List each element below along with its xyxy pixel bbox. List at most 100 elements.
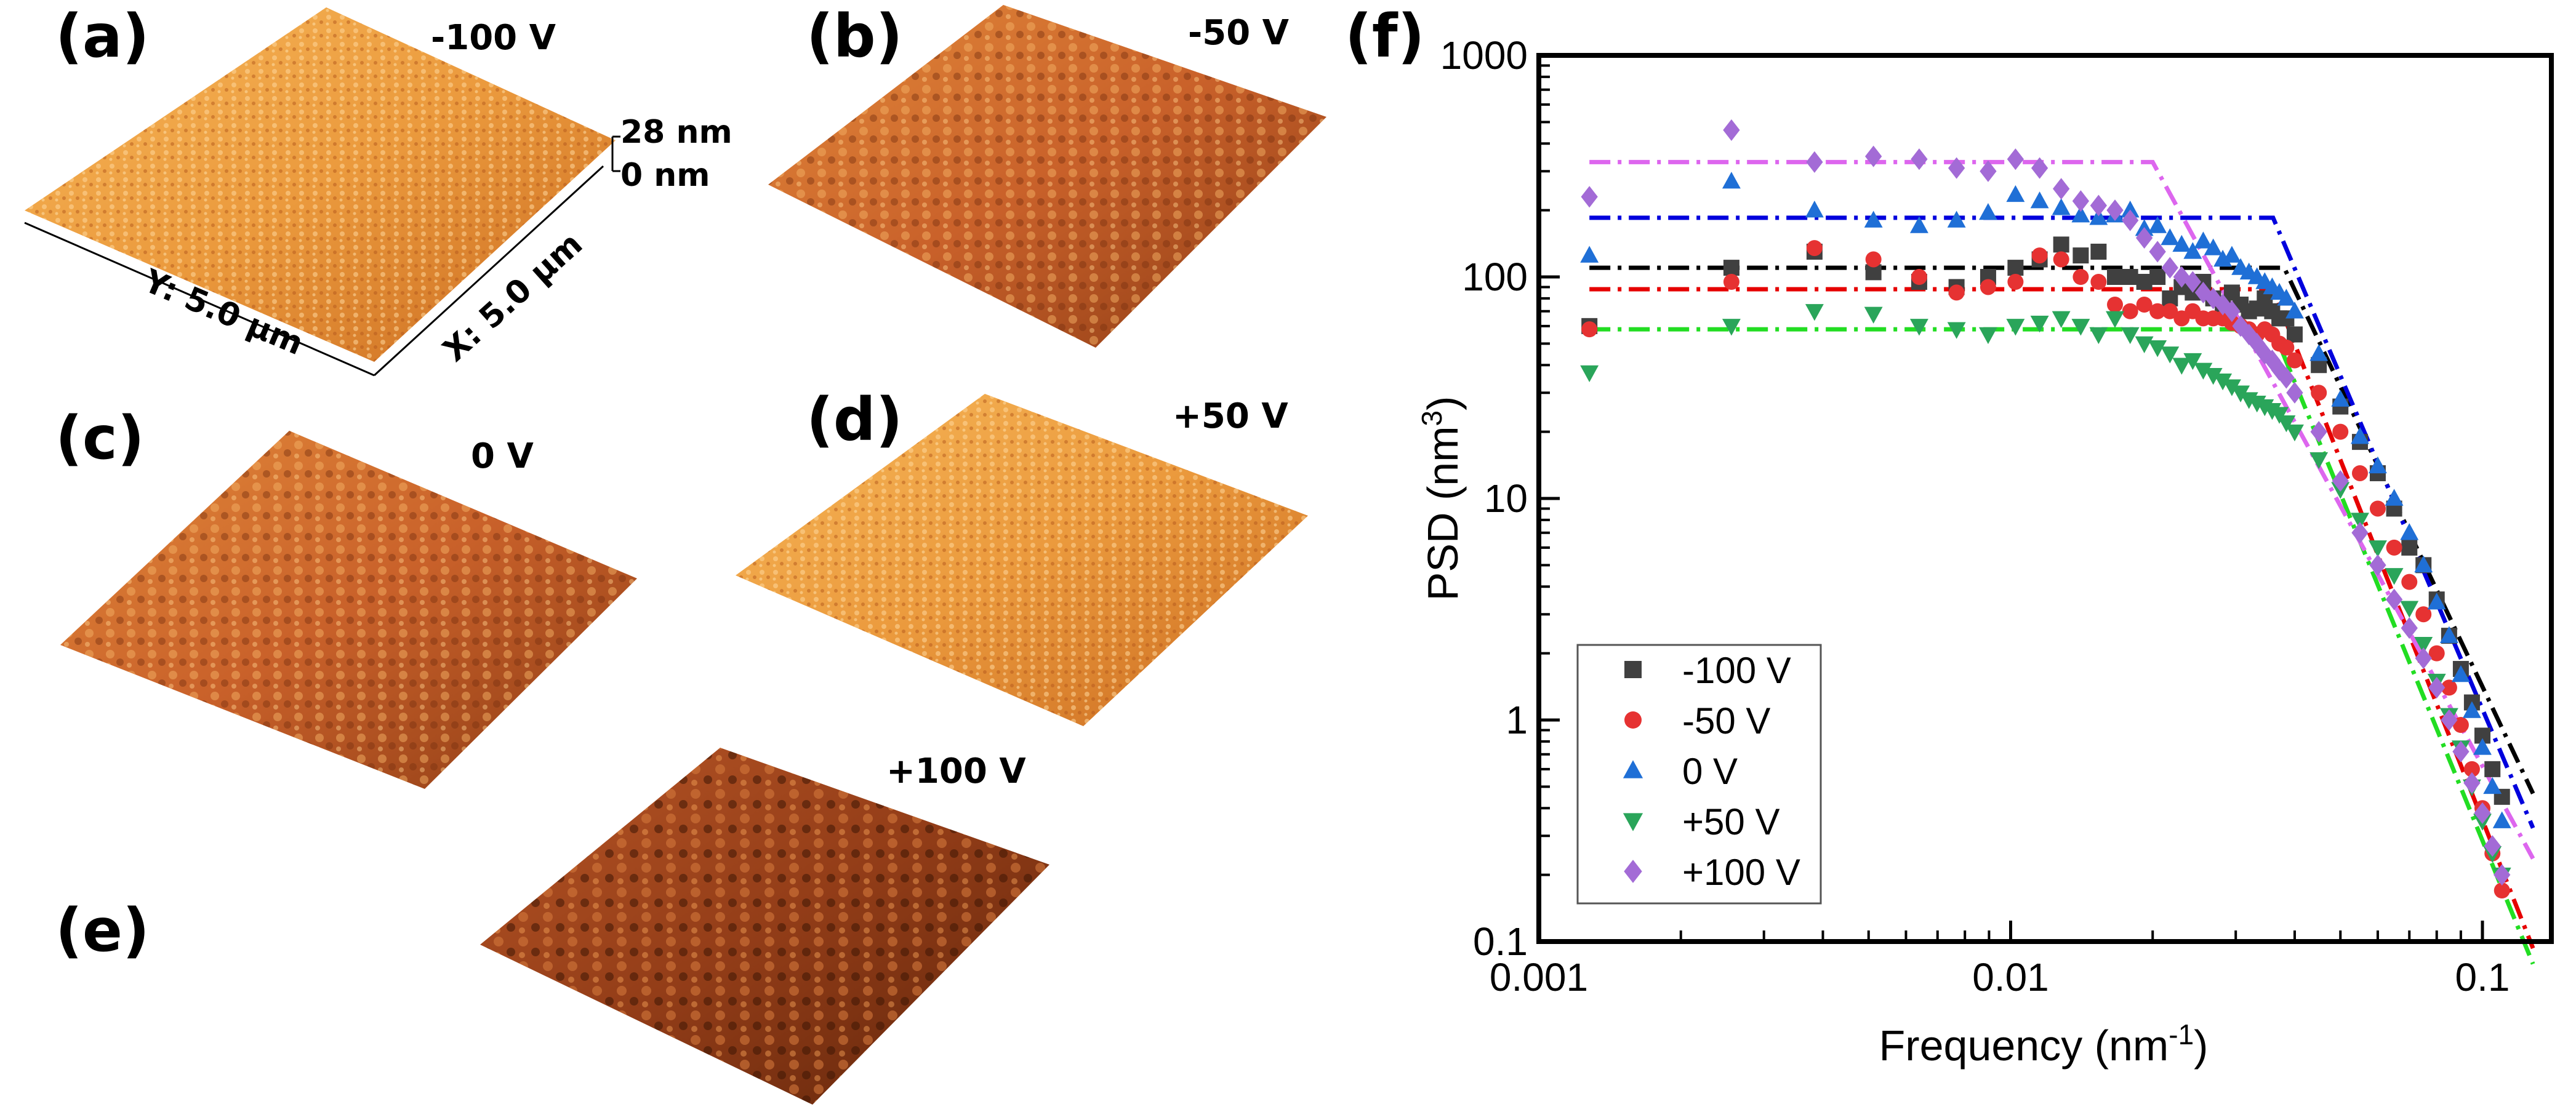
data-point bbox=[1806, 151, 1823, 173]
data-point bbox=[2161, 346, 2180, 364]
afm-texture-e bbox=[480, 748, 1049, 1105]
bias-label-a: -100 V bbox=[431, 18, 556, 58]
data-point bbox=[1978, 202, 1997, 220]
data-point bbox=[2439, 626, 2458, 643]
y-axis-line bbox=[24, 222, 375, 377]
data-point bbox=[1864, 210, 1883, 228]
data-point bbox=[2194, 281, 2212, 303]
data-point bbox=[2484, 761, 2501, 777]
psd-chart: (f) 0.001 0.01 0.1 0.1 1 10 100 1000 Frequency … bbox=[1345, 2, 2554, 1070]
panel-label-e: (e) bbox=[55, 896, 150, 965]
afm-panel-b: (b) -50 V bbox=[768, 2, 1326, 348]
data-point bbox=[1911, 269, 1927, 285]
data-point bbox=[2428, 676, 2446, 698]
legend-marker bbox=[1624, 860, 1642, 883]
data-point bbox=[2121, 201, 2140, 218]
data-point bbox=[1723, 119, 1740, 141]
data-point bbox=[2106, 311, 2124, 328]
data-point bbox=[2222, 379, 2241, 396]
afm-texture-d bbox=[736, 394, 1308, 726]
data-point bbox=[2121, 327, 2140, 345]
legend-label: +100 V bbox=[1682, 852, 1800, 893]
data-point bbox=[2222, 246, 2241, 263]
data-point bbox=[2122, 269, 2138, 285]
data-point bbox=[2400, 601, 2419, 618]
data-point bbox=[1947, 322, 1966, 339]
data-point bbox=[2031, 247, 2048, 264]
data-point bbox=[2401, 617, 2418, 639]
data-point bbox=[2256, 343, 2273, 365]
panel-label-b: (b) bbox=[806, 2, 902, 71]
data-point bbox=[1909, 319, 1928, 336]
y-tick-label: 1 bbox=[1506, 698, 1528, 742]
data-point bbox=[2492, 811, 2511, 828]
data-point bbox=[2385, 568, 2404, 585]
data-point bbox=[1805, 304, 1824, 321]
data-point bbox=[2368, 456, 2387, 474]
data-point bbox=[2285, 302, 2304, 319]
data-point bbox=[2089, 208, 2108, 225]
x-tick-label: 0.1 bbox=[2455, 955, 2510, 999]
data-point bbox=[2400, 523, 2419, 540]
data-point bbox=[1978, 327, 1997, 345]
data-point bbox=[2474, 802, 2491, 824]
data-point bbox=[2351, 427, 2369, 444]
data-point bbox=[2007, 148, 2024, 170]
afm-texture-c bbox=[60, 431, 637, 789]
data-point bbox=[2052, 311, 2071, 328]
data-point bbox=[1722, 319, 1741, 336]
data-point bbox=[2204, 238, 2223, 255]
legend-label: -100 V bbox=[1682, 650, 1791, 691]
x-tick-label: 0.001 bbox=[1490, 955, 1588, 999]
data-point bbox=[2122, 303, 2138, 319]
legend-marker bbox=[1623, 760, 1643, 778]
data-point bbox=[2277, 415, 2296, 433]
data-point bbox=[2194, 362, 2213, 380]
data-point bbox=[2183, 353, 2202, 370]
legend-label: 0 V bbox=[1682, 751, 1738, 792]
data-point bbox=[2351, 522, 2369, 544]
bias-label-d: +50 V bbox=[1173, 396, 1288, 436]
data-point bbox=[2484, 835, 2501, 857]
data-point bbox=[1865, 251, 1882, 268]
data-point bbox=[1948, 157, 1965, 179]
data-point bbox=[2090, 194, 2108, 217]
panel-label-a: (a) bbox=[55, 2, 150, 71]
data-points bbox=[1580, 119, 2511, 899]
data-point bbox=[2172, 358, 2191, 375]
data-point bbox=[1947, 210, 1966, 228]
panel-label-f: (f) bbox=[1345, 2, 1425, 71]
data-point bbox=[2053, 251, 2069, 268]
data-point bbox=[2428, 645, 2445, 662]
data-point bbox=[2369, 500, 2386, 517]
data-point bbox=[2053, 178, 2070, 200]
data-point bbox=[2401, 574, 2418, 590]
data-point bbox=[2006, 319, 2025, 336]
z-scale-bottom-label: 0 nm bbox=[620, 157, 710, 194]
data-point bbox=[2213, 373, 2233, 391]
data-point bbox=[1581, 321, 1598, 338]
data-point bbox=[2161, 257, 2178, 279]
data-point bbox=[2231, 385, 2250, 402]
legend-entries: -100 V -50 V 0 V +50 V +100 V bbox=[1623, 650, 1800, 893]
data-point bbox=[2263, 350, 2281, 372]
data-point bbox=[1722, 172, 1741, 189]
x-tick-label: 0.01 bbox=[1972, 955, 2049, 999]
data-point bbox=[2277, 367, 2295, 389]
data-point bbox=[2204, 368, 2223, 385]
data-point bbox=[2135, 336, 2154, 353]
data-point bbox=[2006, 185, 2025, 202]
y-tick-label: 1000 bbox=[1440, 33, 1528, 78]
afm-texture-a bbox=[25, 7, 616, 362]
legend-marker bbox=[1623, 813, 1643, 831]
data-point bbox=[2214, 294, 2231, 316]
bias-label-c: 0 V bbox=[471, 436, 534, 476]
bias-label-b: -50 V bbox=[1188, 13, 1290, 53]
data-point bbox=[2285, 424, 2304, 442]
data-point bbox=[1909, 216, 1928, 233]
data-point bbox=[2401, 539, 2418, 556]
data-point bbox=[2483, 777, 2502, 794]
data-point bbox=[2310, 421, 2327, 443]
y-axis-title: PSD (nm3) bbox=[1416, 396, 1467, 601]
